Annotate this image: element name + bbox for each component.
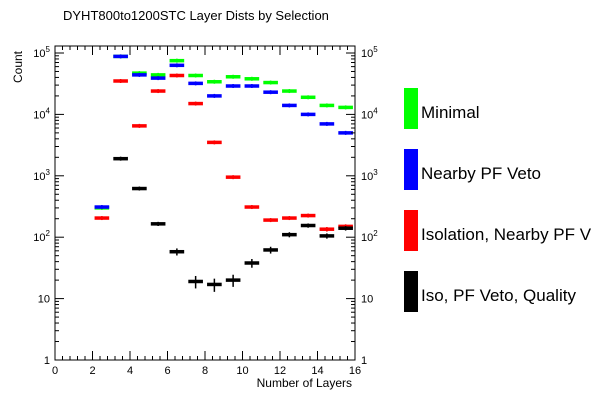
legend-swatch <box>404 149 418 190</box>
x-tick-label: 4 <box>127 365 133 377</box>
legend-label: Nearby PF Veto <box>421 164 541 183</box>
y-tick-label-right: 10 <box>361 294 373 306</box>
y-tick-label-left: 105 <box>33 45 50 60</box>
y-tick-label-left: 102 <box>33 229 50 244</box>
y-tick-label-right: 105 <box>361 45 378 60</box>
plot-frame <box>54 45 356 361</box>
y-tick-label-right: 1 <box>361 355 367 367</box>
legend-label: Minimal <box>421 103 480 122</box>
x-tick-label: 12 <box>274 365 286 377</box>
x-axis-label: Number of Layers <box>257 376 352 390</box>
x-tick-label: 8 <box>202 365 208 377</box>
y-tick-label-right: 104 <box>361 106 378 121</box>
y-tick-label-left: 1 <box>44 355 50 367</box>
y-tick-label-left: 103 <box>33 168 50 183</box>
series-3 <box>113 156 353 292</box>
x-tick-label: 16 <box>349 365 361 377</box>
series-0 <box>94 54 353 210</box>
legend-swatch <box>404 88 418 129</box>
y-tick-label-right: 102 <box>361 229 378 244</box>
x-tick-label: 2 <box>89 365 95 377</box>
x-tick-label: 14 <box>311 365 323 377</box>
y-tick-label-left: 104 <box>33 106 50 121</box>
legend-swatch <box>404 271 418 312</box>
x-tick-label: 0 <box>52 365 58 377</box>
data-marks <box>94 54 353 292</box>
legend-label: Isolation, Nearby PF V <box>421 225 592 244</box>
x-tick-label: 6 <box>164 365 170 377</box>
chart-title: DYHT800to1200STC Layer Dists by Selectio… <box>63 8 329 23</box>
y-tick-label-left: 10 <box>38 294 50 306</box>
x-tick-label: 10 <box>236 365 248 377</box>
legend: Minimal Nearby PF Veto Isolation, Nearby P… <box>404 88 592 312</box>
legend-swatch <box>404 210 418 251</box>
y-axis-label: Count <box>11 50 25 83</box>
series-1 <box>94 54 353 210</box>
y-tick-label-right: 103 <box>361 168 378 183</box>
plot-border <box>54 45 356 361</box>
legend-label: Iso, PF Veto, Quality <box>421 286 576 305</box>
